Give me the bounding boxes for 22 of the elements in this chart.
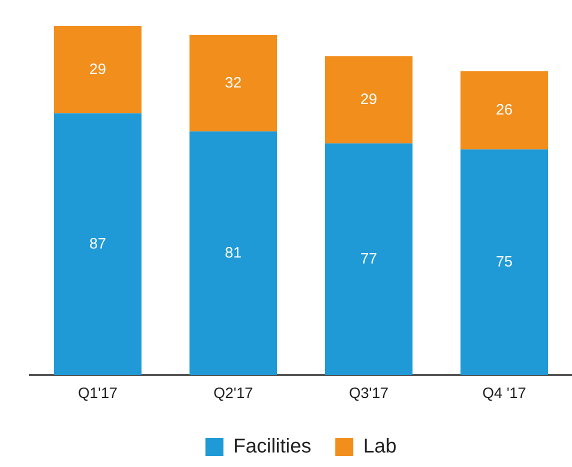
- data-label: 81: [224, 244, 242, 262]
- bar: [54, 26, 142, 114]
- bar: [189, 131, 278, 375]
- data-label: 77: [360, 250, 378, 268]
- bar: [54, 113, 142, 375]
- data-label: 87: [89, 235, 106, 252]
- legend-label: Facilities: [233, 436, 312, 458]
- bar: [460, 149, 548, 375]
- data-label: 32: [224, 74, 242, 92]
- x-tick-label: Q1'17: [78, 385, 118, 402]
- data-label: 29: [360, 90, 378, 108]
- x-tick-label: Q4 '17: [482, 385, 526, 402]
- data-label: 75: [496, 253, 513, 270]
- x-tick-label: Q2'17: [213, 385, 254, 402]
- data-label: 26: [496, 101, 513, 118]
- bar: [324, 56, 413, 144]
- x-tick-label: Q3'17: [348, 385, 389, 402]
- bar: [189, 35, 278, 132]
- bar: [324, 143, 413, 375]
- data-label: 29: [89, 60, 106, 78]
- bar: [460, 71, 548, 150]
- legend-label: Lab: [363, 436, 397, 458]
